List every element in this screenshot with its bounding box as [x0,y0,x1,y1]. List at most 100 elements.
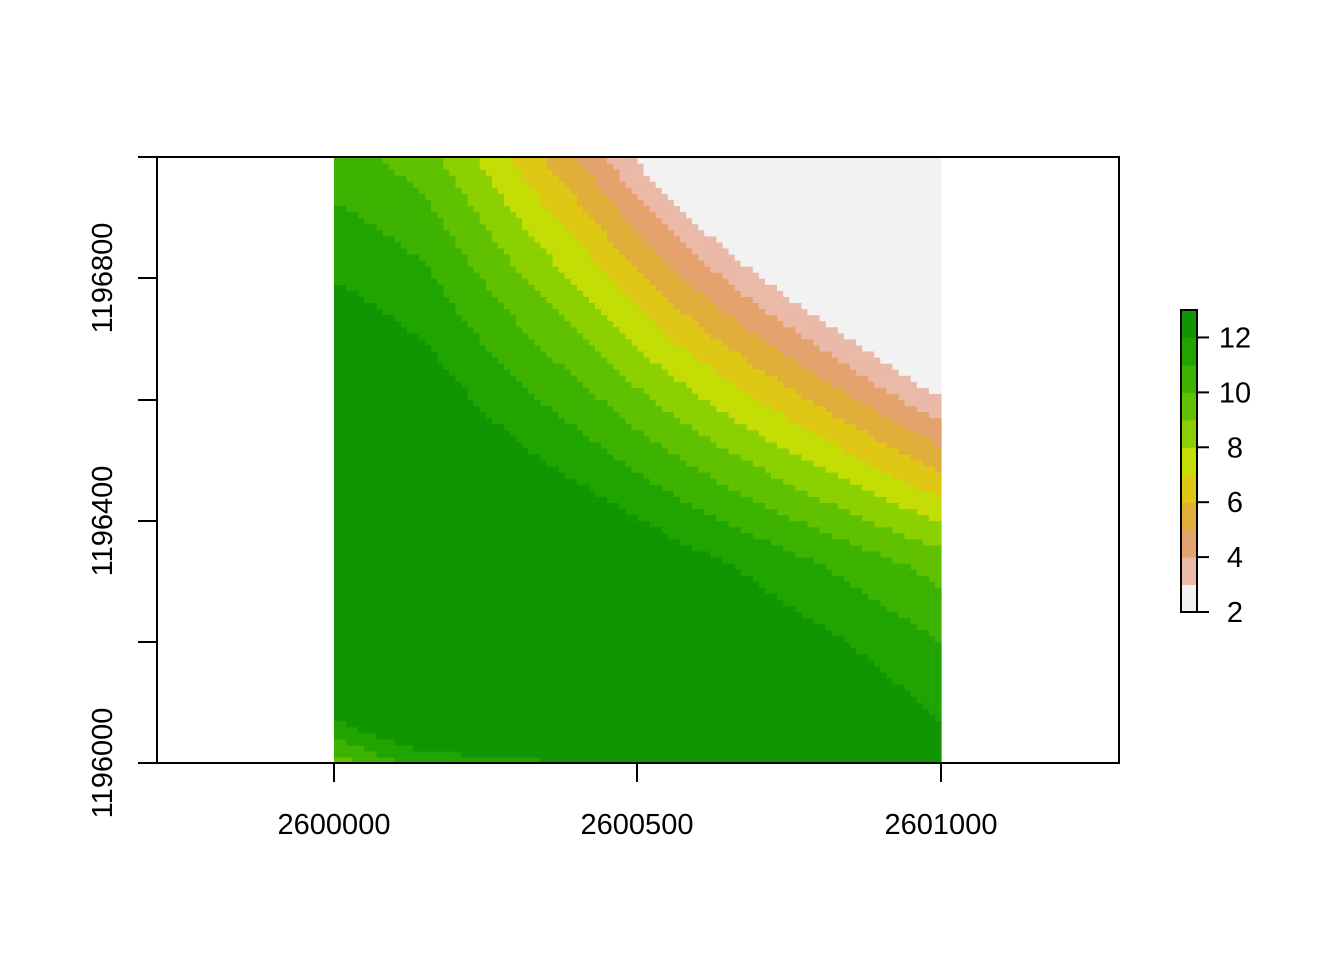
raster-cell [376,647,384,655]
raster-cell [516,726,523,734]
raster-cell [934,490,942,497]
raster-cell [740,605,748,613]
raster-cell [412,593,420,600]
raster-cell [552,581,560,588]
raster-cell [455,526,463,534]
raster-cell [382,647,390,655]
raster-cell [534,472,541,479]
raster-cell [601,587,608,594]
raster-cell [510,472,517,479]
raster-cell [679,726,687,734]
raster-cell [352,490,359,497]
raster-cell [522,708,529,716]
raster-cell [607,696,614,703]
raster-cell [764,484,772,491]
raster-cell [728,520,736,528]
raster-cell [825,550,833,558]
raster-cell [752,490,760,497]
raster-cell [449,744,456,752]
raster-cell [497,684,505,691]
raster-cell [752,478,760,485]
raster-cell [825,714,833,722]
raster-cell [856,472,863,479]
raster-cell [510,496,517,504]
raster-cell [916,526,924,534]
raster-cell [843,520,851,528]
raster-cell [443,599,450,607]
raster-cell [601,744,608,752]
raster-cell [485,720,493,728]
raster-cell [406,744,414,752]
raster-cell [795,611,802,619]
raster-cell [928,581,936,588]
raster-cell [910,526,918,534]
raster-cell [777,466,784,473]
raster-cell [412,496,420,504]
raster-cell [722,514,730,522]
raster-cell [576,532,584,540]
raster-cell [928,738,936,746]
raster-cell [552,538,560,546]
raster-cell [874,726,881,734]
raster-cell [461,647,469,655]
raster-cell [516,556,523,564]
raster-cell [394,744,402,752]
raster-cell [479,538,487,546]
raster-cell [358,526,365,534]
raster-cell [412,678,420,685]
raster-cell [364,720,372,728]
raster-cell [552,696,560,703]
raster-cell [473,599,481,607]
raster-cell [334,593,341,600]
raster-cell [582,696,590,703]
raster-cell [334,629,341,637]
raster-cell [516,720,523,728]
raster-cell [449,617,456,625]
raster-cell [710,544,718,552]
raster-cell [625,738,633,746]
raster-cell [491,647,499,655]
raster-cell [467,690,475,697]
raster-cell [704,544,711,552]
raster-cell [771,502,778,510]
raster-cell [346,629,353,637]
raster-cell [856,563,863,570]
raster-cell [722,611,730,619]
raster-cell [528,641,535,649]
raster-cell [746,641,754,649]
raster-cell [340,538,347,546]
raster-cell [874,708,881,716]
raster-cell [722,696,730,703]
raster-cell [752,623,760,631]
raster-cell [649,635,657,643]
raster-cell [340,653,347,661]
raster-cell [425,599,432,607]
raster-cell [801,629,809,637]
raster-cell [588,684,596,691]
raster-cell [807,556,815,564]
raster-cell [546,526,554,534]
raster-cell [358,690,365,697]
raster-cell [801,472,809,479]
raster-cell [334,690,341,697]
raster-cell [722,629,730,637]
raster-cell [813,666,821,673]
raster-cell [631,659,639,667]
raster-cell [631,575,639,582]
raster-cell [607,490,614,497]
raster-cell [856,544,863,552]
raster-cell [740,623,748,631]
raster-cell [795,544,802,552]
raster-cell [382,550,390,558]
raster-cell [679,684,687,691]
raster-cell [558,532,566,540]
raster-cell [837,593,845,600]
raster-cell [807,696,815,703]
raster-cell [843,484,851,491]
raster-cell [449,672,456,679]
raster-cell [540,623,548,631]
raster-cell [928,526,936,534]
raster-cell [655,460,663,467]
raster-cell [716,526,724,534]
raster-cell [540,550,548,558]
